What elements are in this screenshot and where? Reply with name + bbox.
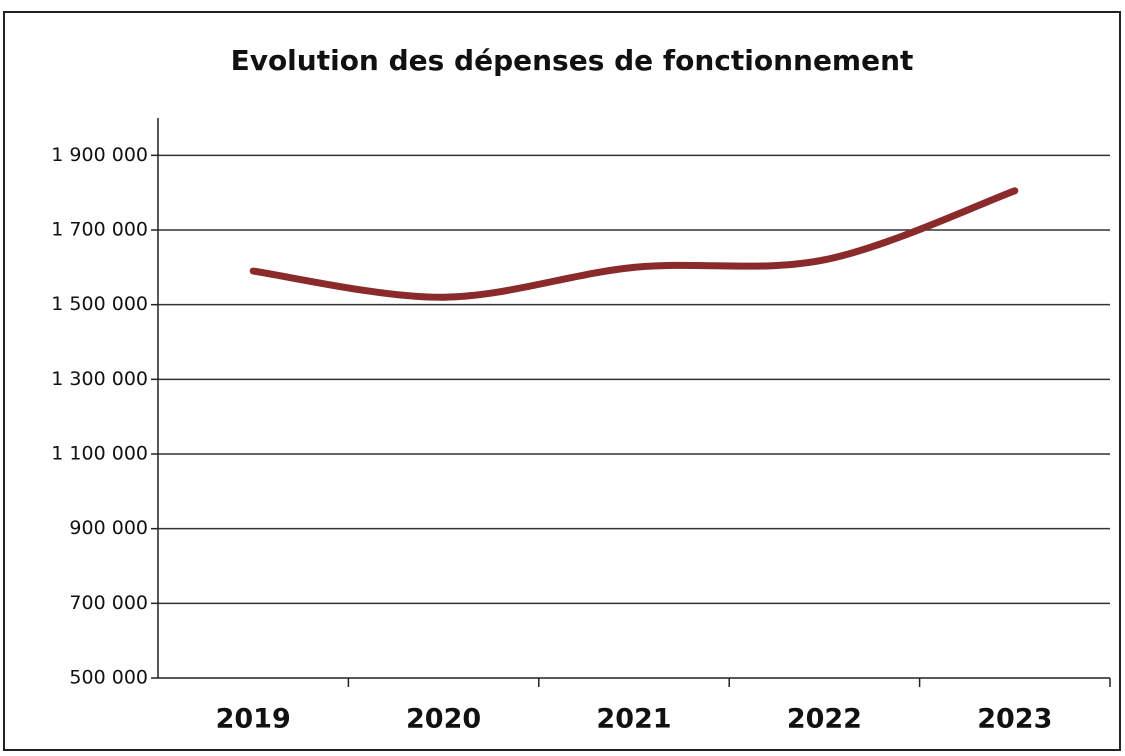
y-tick-label: 1 900 000 [51,144,148,166]
chart-title: Evolution des dépenses de fonctionnement [231,44,914,77]
x-tick-label: 2023 [977,704,1052,735]
y-tick-label: 1 700 000 [51,219,148,241]
y-tick-label: 1 300 000 [51,368,148,390]
line [249,187,1019,301]
x-tick-label: 2022 [787,704,862,735]
x-tick-label: 2021 [596,704,671,735]
x-tick-label: 2020 [406,704,481,735]
y-tick-label: 900 000 [69,517,148,539]
x-tick-label: 2019 [216,704,291,735]
chart-frame [3,11,1121,751]
y-tick-label: 700 000 [69,592,148,614]
y-tick-label: 500 000 [69,667,148,689]
y-tick-label: 1 500 000 [51,293,148,315]
y-tick-label: 1 100 000 [51,443,148,465]
